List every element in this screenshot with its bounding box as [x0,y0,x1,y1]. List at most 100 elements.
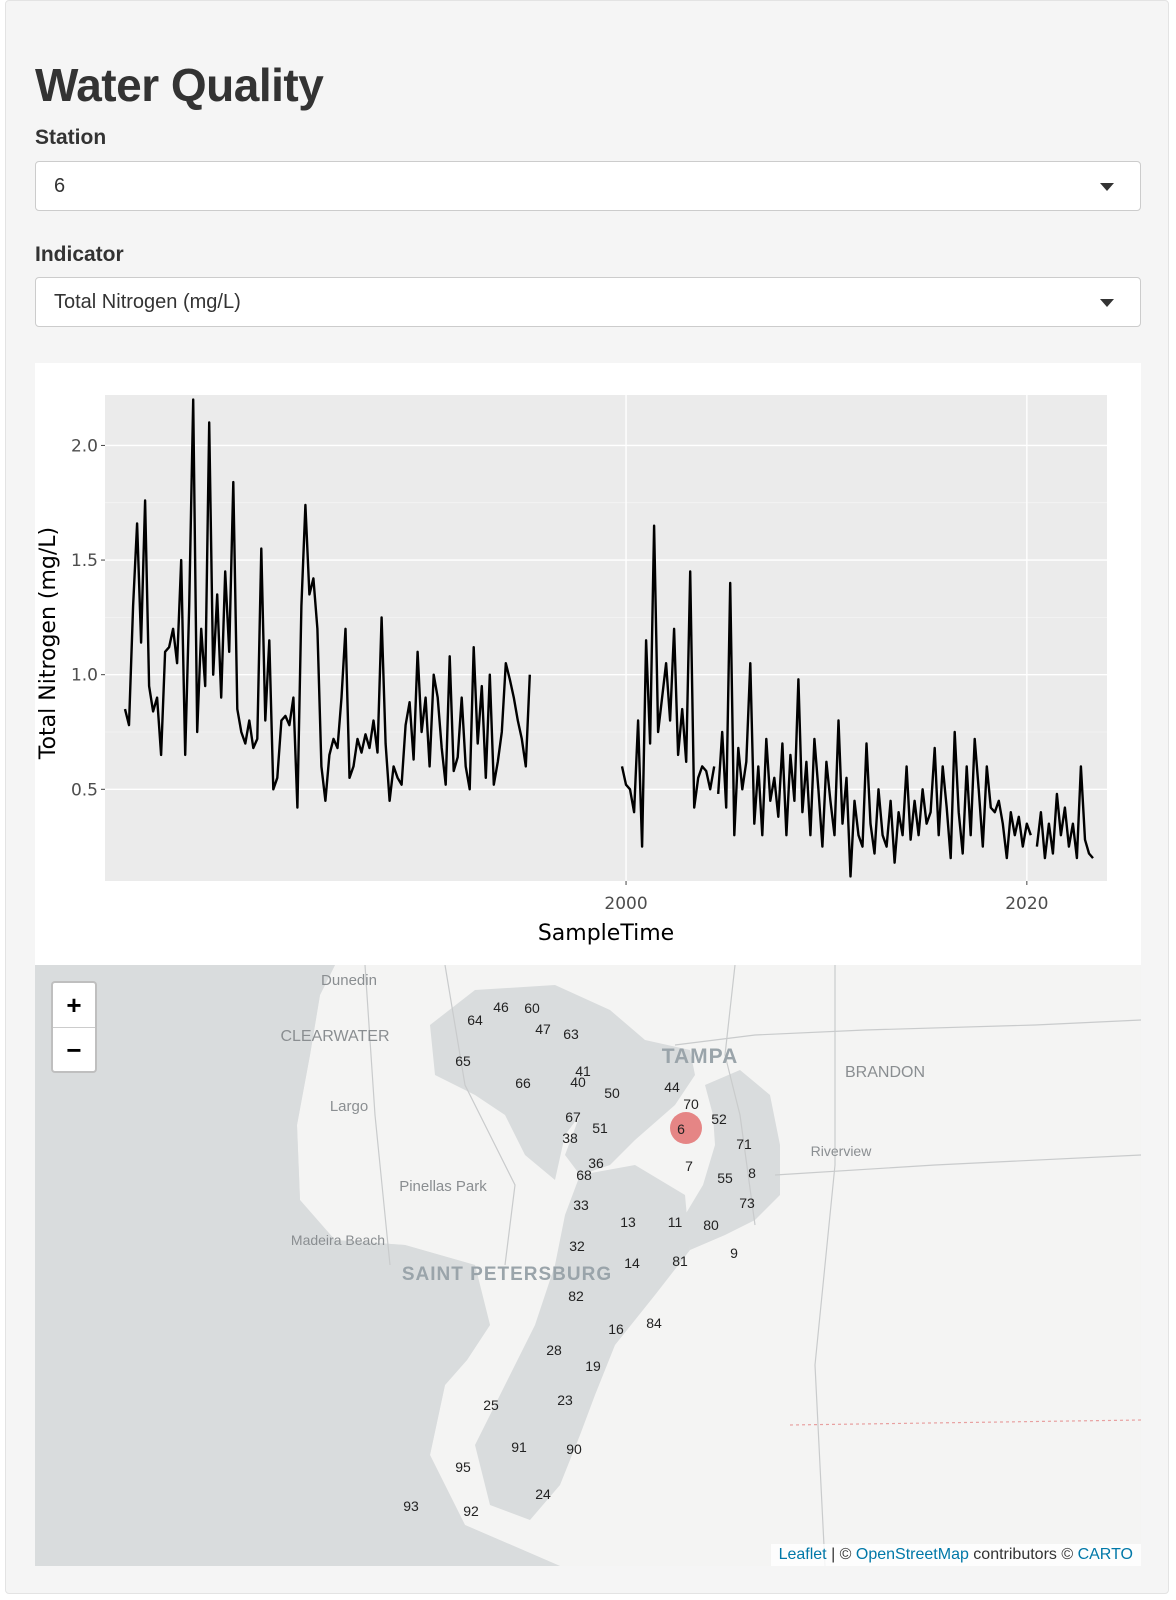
indicator-select[interactable]: Total Nitrogen (mg/L) [35,277,1141,327]
station-marker[interactable]: 25 [483,1397,499,1413]
station-label[interactable]: 84 [646,1315,662,1331]
station-marker[interactable]: 9 [730,1245,738,1261]
station-label[interactable]: 64 [467,1012,483,1028]
station-label[interactable]: 23 [557,1392,573,1408]
station-label[interactable]: 28 [546,1342,562,1358]
station-marker[interactable]: 44 [664,1079,680,1095]
station-marker[interactable]: 80 [703,1217,719,1233]
station-label[interactable]: 14 [624,1255,640,1271]
station-marker[interactable]: 13 [620,1214,636,1230]
station-label[interactable]: 70 [683,1096,699,1112]
station-label[interactable]: 11 [668,1214,683,1230]
station-label[interactable]: 63 [563,1026,579,1042]
station-marker[interactable]: 46 [493,999,509,1015]
station-label[interactable]: 67 [565,1109,581,1125]
station-marker[interactable]: 73 [739,1195,755,1211]
station-marker[interactable]: 55 [717,1170,733,1186]
station-marker[interactable]: 92 [463,1503,479,1519]
station-marker[interactable]: 60 [524,1000,540,1016]
station-marker[interactable]: 52 [711,1111,727,1127]
station-marker[interactable]: 51 [592,1120,608,1136]
station-marker[interactable]: 66 [515,1075,531,1091]
station-label[interactable]: 93 [403,1498,419,1514]
station-map[interactable]: Dunedin CLEARWATER TAMPA BRANDON Largo Riverv… [35,965,1141,1566]
station-label[interactable]: 90 [566,1441,582,1457]
station-label[interactable]: 41 [575,1063,591,1079]
station-select[interactable]: 6 [35,161,1141,211]
station-label[interactable]: 9 [730,1245,738,1261]
station-marker[interactable]: 63 [563,1026,579,1042]
selected-station-circle[interactable] [670,1112,702,1144]
station-label[interactable]: 13 [620,1214,636,1230]
station-label[interactable]: 32 [569,1238,585,1254]
station-label[interactable]: 16 [608,1321,624,1337]
station-marker[interactable]: 84 [646,1315,662,1331]
station-label[interactable]: 25 [483,1397,499,1413]
station-marker[interactable]: 64 [467,1012,483,1028]
station-label[interactable]: 73 [739,1195,755,1211]
station-label[interactable]: 44 [664,1079,680,1095]
station-label[interactable]: 8 [748,1165,756,1181]
station-label[interactable]: 66 [515,1075,531,1091]
station-marker[interactable]: 6 [670,1112,702,1144]
station-marker[interactable]: 11 [668,1214,683,1230]
station-marker[interactable]: 91 [511,1439,527,1455]
station-label[interactable]: 81 [672,1253,688,1269]
station-marker[interactable]: 70 [683,1096,699,1112]
carto-link[interactable]: CARTO [1077,1546,1133,1563]
station-marker[interactable]: 19 [585,1358,601,1374]
station-marker[interactable]: 67 [565,1109,581,1125]
station-marker[interactable]: 33 [573,1197,589,1213]
time-series-chart[interactable]: 0.5 1.0 1.5 2.0 2000 2020 SampleTime Total Nitr… [35,363,1141,965]
station-marker[interactable]: 36 [588,1155,604,1171]
station-marker[interactable]: 7 [685,1158,693,1174]
station-label[interactable]: 80 [703,1217,719,1233]
osm-link[interactable]: OpenStreetMap [855,1546,969,1563]
station-label[interactable]: 82 [568,1288,584,1304]
station-label[interactable]: 55 [717,1170,733,1186]
station-label[interactable]: 19 [585,1358,601,1374]
station-label[interactable]: 50 [604,1085,620,1101]
station-label[interactable]: 95 [455,1459,471,1475]
zoom-out-button[interactable]: − [66,1035,82,1065]
station-label[interactable]: 6 [677,1121,685,1137]
station-marker[interactable]: 50 [604,1085,620,1101]
station-label[interactable]: 92 [463,1503,479,1519]
station-label[interactable]: 71 [736,1136,752,1152]
station-marker[interactable]: 68 [576,1167,592,1183]
station-marker[interactable]: 81 [672,1253,688,1269]
station-marker[interactable]: 40 [570,1074,586,1090]
station-label[interactable]: 46 [493,999,509,1015]
station-marker[interactable]: 71 [736,1136,752,1152]
station-label[interactable]: 33 [573,1197,589,1213]
station-marker[interactable]: 95 [455,1459,471,1475]
station-label[interactable]: 7 [685,1158,693,1174]
station-marker[interactable]: 90 [566,1441,582,1457]
station-label[interactable]: 68 [576,1167,592,1183]
station-marker[interactable]: 16 [608,1321,624,1337]
station-marker[interactable]: 65 [455,1053,471,1069]
station-marker[interactable]: 23 [557,1392,573,1408]
station-marker[interactable]: 28 [546,1342,562,1358]
station-label[interactable]: 51 [592,1120,608,1136]
station-marker[interactable]: 82 [568,1288,584,1304]
station-marker[interactable]: 14 [624,1255,640,1271]
station-label[interactable]: 38 [562,1130,578,1146]
station-marker[interactable]: 24 [535,1486,551,1502]
station-label[interactable]: 47 [535,1021,551,1037]
station-marker[interactable]: 93 [403,1498,419,1514]
station-marker[interactable]: 32 [569,1238,585,1254]
station-label[interactable]: 40 [570,1074,586,1090]
station-label[interactable]: 36 [588,1155,604,1171]
station-label[interactable]: 24 [535,1486,551,1502]
zoom-in-button[interactable]: + [53,983,95,1028]
station-marker[interactable]: 41 [575,1063,591,1079]
station-label[interactable]: 65 [455,1053,471,1069]
station-label[interactable]: 91 [511,1439,527,1455]
station-label[interactable]: 52 [711,1111,727,1127]
leaflet-link[interactable]: Leaflet [778,1546,827,1563]
station-marker[interactable]: 38 [562,1130,578,1146]
station-marker[interactable]: 47 [535,1021,551,1037]
station-marker[interactable]: 8 [748,1165,756,1181]
